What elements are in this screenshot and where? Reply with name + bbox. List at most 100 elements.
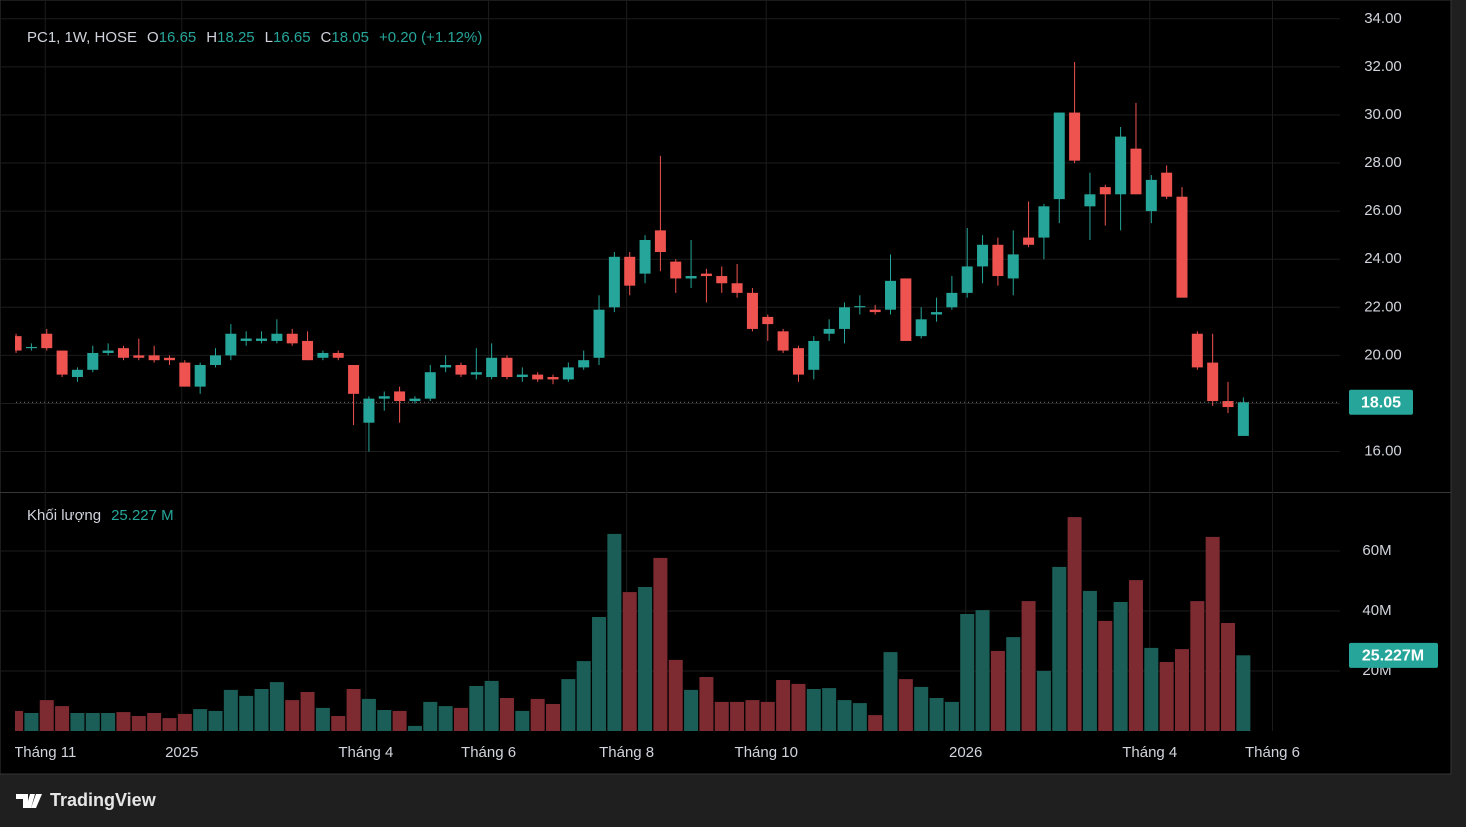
- candle-body: [102, 350, 114, 353]
- candle-body: [1145, 179, 1157, 212]
- volume-bar: [484, 680, 499, 731]
- candle-body: [700, 273, 712, 277]
- candle-body: [378, 396, 390, 399]
- volume-bar: [147, 713, 162, 731]
- candle-body: [593, 309, 605, 358]
- x-tick-label: 2026: [949, 744, 982, 761]
- candle-body: [148, 355, 160, 361]
- candle-body: [608, 256, 620, 308]
- volume-bar: [392, 710, 407, 731]
- candle-body: [931, 312, 943, 315]
- volume-bar: [101, 713, 116, 731]
- volume-bar: [914, 686, 929, 731]
- volume-bar: [285, 700, 300, 731]
- candle-body: [562, 367, 574, 380]
- candle-body: [15, 336, 22, 351]
- volume-bar: [208, 710, 223, 731]
- x-tick-label: Tháng 8: [599, 744, 654, 761]
- volume-bar: [423, 701, 438, 731]
- high-value: 18.25: [217, 29, 255, 46]
- x-tick-label: Tháng 11: [14, 744, 76, 761]
- volume-bar: [822, 688, 837, 731]
- candle-body: [654, 230, 666, 252]
- candle-body: [639, 239, 651, 274]
- volume-bar: [315, 707, 330, 731]
- candle-body: [1023, 237, 1035, 245]
- candle-body: [271, 333, 283, 341]
- volume-bar: [730, 701, 745, 731]
- candle-body: [440, 364, 452, 368]
- candle-body: [977, 244, 989, 267]
- y-tick-label: 34.00: [1364, 10, 1402, 27]
- candle-body: [1069, 112, 1081, 161]
- volume-bar: [1159, 662, 1174, 731]
- candle-body: [762, 316, 774, 325]
- volume-bar: [254, 689, 269, 731]
- volume-bar: [1006, 637, 1021, 731]
- candle-body: [317, 352, 329, 358]
- volume-bar: [898, 679, 913, 731]
- candle-body: [470, 372, 482, 375]
- volume-bar: [39, 700, 54, 731]
- candle-body: [1161, 172, 1173, 197]
- candle-body: [869, 309, 881, 313]
- candle-body: [1207, 362, 1219, 402]
- candle-body: [87, 352, 99, 370]
- candle-body: [240, 338, 252, 341]
- volume-bar: [1144, 647, 1159, 731]
- x-tick-label: Tháng 4: [1122, 744, 1177, 761]
- candle-body: [516, 374, 528, 378]
- candle-body: [1099, 187, 1111, 195]
- y-tick-label: 24.00: [1364, 250, 1402, 267]
- candle-body: [363, 398, 375, 423]
- volume-bar: [1236, 655, 1251, 731]
- volume-tag: [1349, 642, 1438, 668]
- volume-bar: [1190, 601, 1205, 731]
- candle-body: [685, 276, 697, 279]
- volume-bar: [55, 706, 70, 731]
- candle-body: [808, 340, 820, 370]
- y-tick-label: 26.00: [1364, 202, 1402, 219]
- volume-bar: [668, 659, 683, 731]
- volume-bar: [407, 725, 422, 731]
- candle-body: [1176, 196, 1188, 298]
- candle-body: [746, 292, 758, 329]
- y2-tick-label: 60M: [1362, 542, 1391, 559]
- volume-bar: [85, 713, 100, 731]
- volume-bar: [622, 592, 637, 731]
- candle-body: [486, 357, 498, 378]
- volume-bar: [806, 689, 821, 731]
- volume-bar: [193, 709, 208, 731]
- volume-bar: [453, 707, 468, 731]
- volume-header: Khối lượng 25.227 M: [27, 507, 174, 524]
- candle-body: [25, 346, 37, 349]
- volume-bar: [1098, 620, 1113, 731]
- volume-bar: [438, 706, 453, 731]
- volume-bar: [745, 700, 760, 731]
- candle-body: [532, 374, 544, 380]
- volume-bar: [653, 557, 668, 731]
- candle-body: [854, 306, 866, 308]
- candle-body: [332, 352, 344, 358]
- candle-body: [777, 331, 789, 351]
- y-tick-label: 22.00: [1364, 298, 1402, 315]
- x-tick-label: Tháng 10: [735, 744, 798, 761]
- volume-bar: [162, 718, 177, 731]
- volume-bar: [1067, 517, 1082, 731]
- ohlc-label: L: [265, 29, 273, 46]
- volume-bar: [223, 689, 238, 731]
- volume-bar: [499, 698, 514, 731]
- candle-body: [163, 357, 175, 361]
- volume-bar: [960, 614, 975, 731]
- volume-bar: [300, 692, 315, 731]
- volume-bar: [561, 679, 576, 731]
- candle-body: [946, 292, 958, 308]
- volume-title: Khối lượng: [27, 507, 101, 524]
- candle-body: [1038, 206, 1050, 238]
- volume-bar: [515, 710, 530, 731]
- volume-bar: [1128, 580, 1143, 731]
- volume-bar: [1113, 602, 1128, 731]
- y-tick-label: 16.00: [1364, 443, 1402, 460]
